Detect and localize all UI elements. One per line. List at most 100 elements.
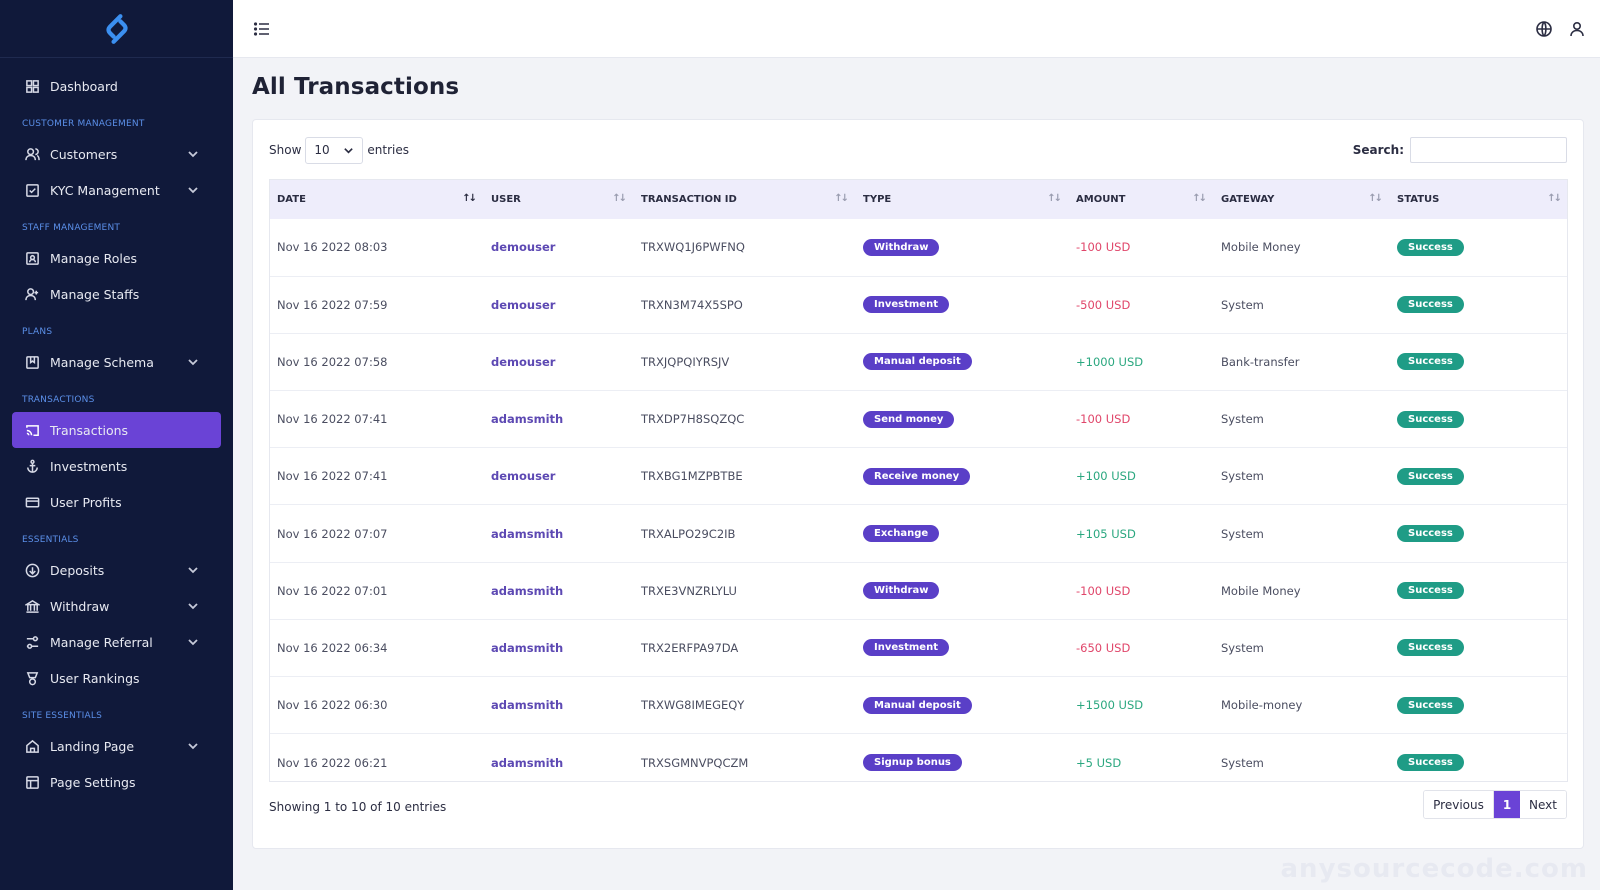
table-row: Nov 16 2022 06:34 adamsmith TRX2ERFPA97DA I… [269, 619, 1568, 677]
cell-date: Nov 16 2022 07:01 [277, 583, 388, 598]
home-icon [24, 738, 40, 754]
chevron-down-icon [187, 740, 199, 752]
menu-toggle-button[interactable] [253, 20, 271, 38]
credit-card-icon [24, 494, 40, 510]
user-plus-icon [24, 286, 40, 302]
sidebar-item-label: Landing Page [50, 738, 135, 754]
id-badge-icon [24, 250, 40, 266]
globe-icon [1536, 21, 1552, 37]
chevron-down-icon [187, 600, 199, 612]
search-control: Search: [1353, 136, 1567, 164]
cell-amount: -500 USD [1076, 297, 1131, 312]
show-label: Show [269, 143, 302, 157]
column-header-transaction-id[interactable]: TRANSACTION ID ↑↓ [641, 193, 849, 205]
user-link[interactable]: adamsmith [491, 640, 564, 655]
table-row: Nov 16 2022 07:59 demouser TRXN3M74X5SPO In… [269, 276, 1568, 334]
checkbox-icon [24, 182, 40, 198]
cell-date: Nov 16 2022 06:34 [277, 640, 388, 655]
sidebar-section-site: SITE ESSENTIALS [22, 711, 102, 721]
chevron-down-icon [344, 147, 354, 154]
page-1-button[interactable]: 1 [1494, 791, 1520, 818]
status-badge: Success [1397, 639, 1464, 657]
sidebar-section-plans: PLANS [22, 327, 53, 337]
language-button[interactable] [1535, 20, 1553, 38]
cell-date: Nov 16 2022 07:59 [277, 297, 388, 312]
table-row: Nov 16 2022 07:41 demouser TRXBG1MZPBTBE Re… [269, 448, 1568, 505]
user-link[interactable]: adamsmith [491, 583, 564, 598]
sidebar: Dashboard CUSTOMER MANAGEMENT Customers … [0, 0, 233, 890]
award-icon [24, 670, 40, 686]
cell-transaction-id: TRXALPO29C2IB [641, 526, 736, 541]
logo[interactable] [0, 0, 233, 58]
cell-gateway: System [1221, 297, 1264, 312]
sidebar-item-transactions[interactable]: Transactions [12, 412, 221, 448]
sidebar-item-staffs[interactable]: Manage Staffs [0, 276, 221, 312]
sidebar-item-label: Manage Referral [50, 634, 153, 650]
table-row: Nov 16 2022 06:21 adamsmith TRXSGMNVPQCZM S… [269, 734, 1568, 791]
sidebar-item-profits[interactable]: User Profits [0, 484, 221, 520]
previous-page-button[interactable]: Previous [1424, 791, 1494, 818]
sort-icon: ↑↓ [612, 193, 627, 204]
sort-icon: ↑↓ [1547, 193, 1562, 204]
column-header-user[interactable]: USER ↑↓ [491, 193, 627, 205]
table-body: Nov 16 2022 08:03 demouser TRXWQ1J6PWFNQ Wi… [269, 219, 1568, 791]
sidebar-item-withdraw[interactable]: Withdraw [0, 588, 221, 624]
sidebar-item-rankings[interactable]: User Rankings [0, 660, 221, 696]
sidebar-nav: Dashboard CUSTOMER MANAGEMENT Customers … [0, 58, 233, 800]
sidebar-item-customers[interactable]: Customers [0, 136, 221, 172]
sidebar-item-label: User Rankings [50, 670, 140, 686]
column-header-status[interactable]: STATUS ↑↓ [1397, 193, 1562, 205]
sidebar-section-essentials: ESSENTIALS [22, 535, 79, 545]
table-row: Nov 16 2022 07:58 demouser TRXJQPQIYRSJV Ma… [269, 333, 1568, 391]
sidebar-item-landing[interactable]: Landing Page [0, 728, 221, 764]
sidebar-item-schema[interactable]: Manage Schema [0, 344, 221, 380]
sidebar-item-dashboard[interactable]: Dashboard [0, 68, 221, 104]
status-badge: Success [1397, 467, 1464, 485]
sidebar-item-settings[interactable]: Page Settings [0, 764, 221, 800]
profile-button[interactable] [1568, 20, 1586, 38]
table-row: Nov 16 2022 06:30 adamsmith TRXWG8IMEGEQY M… [269, 677, 1568, 734]
status-badge: Success [1397, 353, 1464, 371]
bank-icon [24, 598, 40, 614]
sidebar-item-investments[interactable]: Investments [0, 448, 221, 484]
search-input[interactable] [1410, 137, 1567, 163]
user-link[interactable]: demouser [491, 240, 556, 255]
column-header-amount[interactable]: AMOUNT ↑↓ [1076, 193, 1207, 205]
sidebar-item-kyc[interactable]: KYC Management [0, 172, 221, 208]
user-link[interactable]: demouser [491, 297, 556, 312]
user-link[interactable]: adamsmith [491, 412, 564, 427]
column-header-gateway[interactable]: GATEWAY ↑↓ [1221, 193, 1383, 205]
column-header-type[interactable]: TYPE ↑↓ [863, 193, 1062, 205]
sort-asc-icon: ↑↓ [462, 193, 477, 204]
user-link[interactable]: adamsmith [491, 698, 564, 713]
sidebar-item-referral[interactable]: Manage Referral [0, 624, 221, 660]
next-page-button[interactable]: Next [1520, 791, 1566, 818]
column-header-date[interactable]: DATE ↑↓ [277, 193, 477, 205]
page-title: All Transactions [252, 74, 460, 100]
cell-transaction-id: TRXSGMNVPQCZM [641, 755, 749, 770]
watermark: anysourcecode.com [1280, 854, 1588, 884]
status-badge: Success [1397, 296, 1464, 314]
user-icon [1570, 21, 1584, 37]
user-link[interactable]: demouser [491, 354, 556, 369]
type-badge: Withdraw [863, 238, 940, 256]
sidebar-item-deposits[interactable]: Deposits [0, 552, 221, 588]
sidebar-item-label: KYC Management [50, 182, 160, 198]
user-link[interactable]: demouser [491, 469, 556, 484]
main-content: All Transactions Show 10 entries Search: [233, 58, 1600, 890]
users-icon [24, 146, 40, 162]
entries-select[interactable]: 10 [305, 136, 364, 164]
user-link[interactable]: adamsmith [491, 526, 564, 541]
sidebar-item-label: Transactions [50, 422, 129, 438]
sidebar-item-label: Dashboard [50, 78, 118, 94]
sidebar-item-roles[interactable]: Manage Roles [0, 240, 221, 276]
cell-transaction-id: TRXWG8IMEGEQY [641, 698, 745, 713]
type-badge: Exchange [863, 525, 940, 543]
type-badge: Manual deposit [863, 696, 972, 714]
chevron-down-icon [187, 184, 199, 196]
sidebar-item-label: Investments [50, 458, 128, 474]
layout-icon [24, 774, 40, 790]
cell-transaction-id: TRX2ERFPA97DA [641, 640, 739, 655]
user-link[interactable]: adamsmith [491, 755, 564, 770]
chevron-down-icon [187, 148, 199, 160]
